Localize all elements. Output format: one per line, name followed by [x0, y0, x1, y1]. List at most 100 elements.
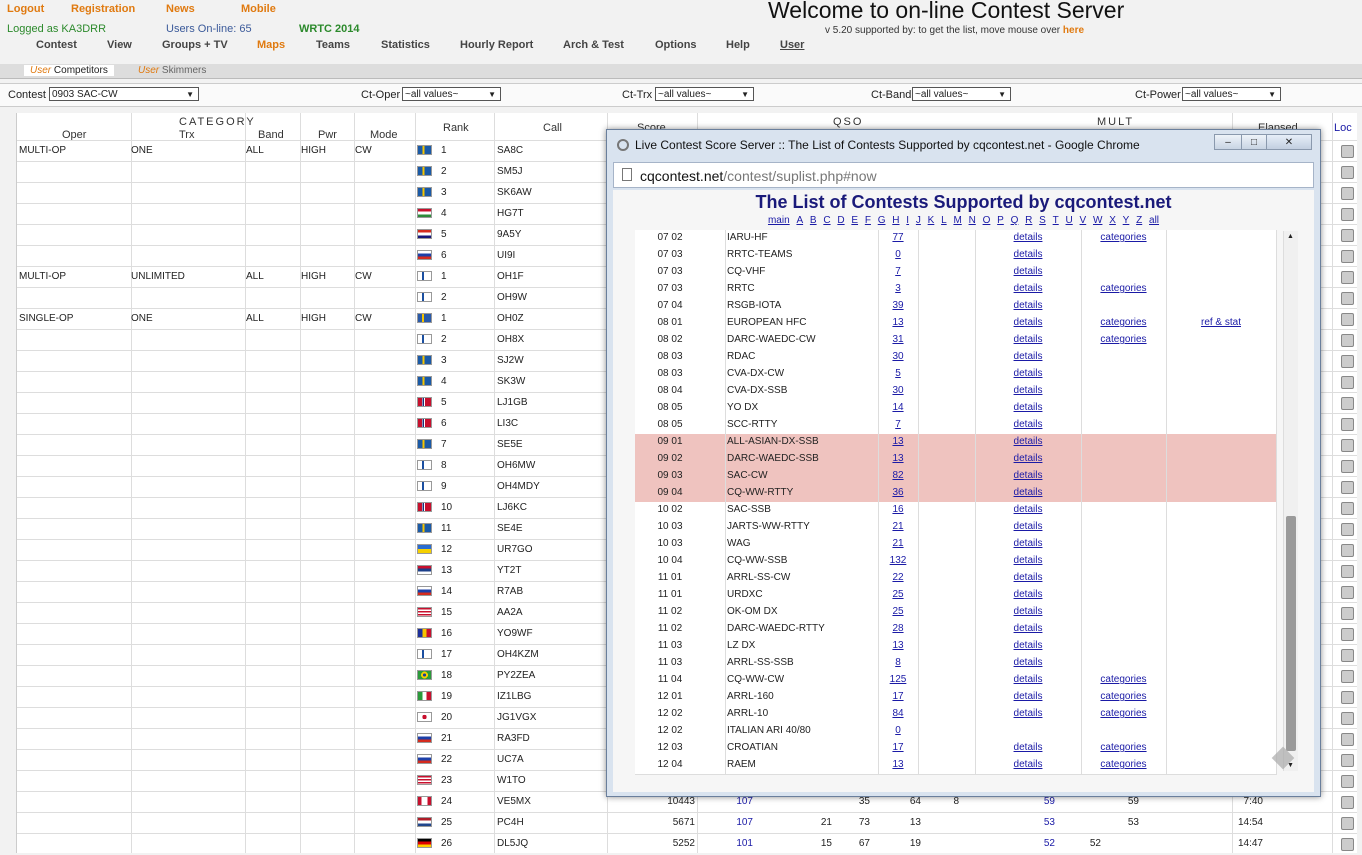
- minimize-button[interactable]: –: [1214, 134, 1242, 150]
- letter-link[interactable]: A: [796, 215, 804, 226]
- contest-count-link[interactable]: 25: [892, 606, 904, 617]
- letter-link[interactable]: B: [809, 215, 817, 226]
- locator-checkbox[interactable]: [1341, 292, 1354, 305]
- contest-count-link[interactable]: 17: [892, 742, 904, 753]
- locator-checkbox[interactable]: [1341, 712, 1354, 725]
- contest-cat-link[interactable]: categories: [1100, 334, 1147, 345]
- contest-details-link[interactable]: details: [1013, 300, 1043, 311]
- popup-scrollbar[interactable]: ▲ ▼: [1283, 231, 1298, 771]
- letter-link[interactable]: V: [1079, 215, 1087, 226]
- menu-contest[interactable]: Contest: [36, 39, 77, 51]
- tab-skimmers[interactable]: User Skimmers: [132, 65, 212, 76]
- locator-checkbox[interactable]: [1341, 628, 1354, 641]
- menu-hourly-report[interactable]: Hourly Report: [460, 39, 534, 51]
- contest-count-link[interactable]: 0: [895, 725, 901, 736]
- contest-count-link[interactable]: 36: [892, 487, 904, 498]
- letter-link[interactable]: R: [1025, 215, 1033, 226]
- contest-details-link[interactable]: details: [1013, 266, 1043, 277]
- contest-count-link[interactable]: 14: [892, 402, 904, 413]
- menu-statistics[interactable]: Statistics: [381, 39, 430, 51]
- contest-cat-link[interactable]: categories: [1100, 232, 1147, 243]
- contest-count-link[interactable]: 13: [892, 436, 904, 447]
- locator-checkbox[interactable]: [1341, 586, 1354, 599]
- menu-teams[interactable]: Teams: [316, 39, 351, 51]
- locator-checkbox[interactable]: [1341, 229, 1354, 242]
- contest-cat-link[interactable]: categories: [1100, 708, 1147, 719]
- menu-view[interactable]: View: [107, 39, 132, 51]
- contest-details-link[interactable]: details: [1013, 572, 1043, 583]
- close-button[interactable]: ✕: [1266, 134, 1312, 150]
- letter-link[interactable]: N: [968, 215, 976, 226]
- menu-user[interactable]: User: [780, 39, 805, 51]
- contest-count-link[interactable]: 13: [892, 759, 904, 770]
- locator-checkbox[interactable]: [1341, 544, 1354, 557]
- contest-cat-link[interactable]: categories: [1100, 317, 1147, 328]
- contest-details-link[interactable]: details: [1013, 368, 1043, 379]
- contest-details-link[interactable]: details: [1013, 657, 1043, 668]
- locator-checkbox[interactable]: [1341, 733, 1354, 746]
- maximize-button[interactable]: □: [1241, 134, 1267, 150]
- contest-count-link[interactable]: 7: [895, 266, 901, 277]
- contest-count-link[interactable]: 13: [892, 453, 904, 464]
- contest-count-link[interactable]: 84: [892, 708, 904, 719]
- locator-checkbox[interactable]: [1341, 775, 1354, 788]
- contest-details-link[interactable]: details: [1013, 351, 1043, 362]
- contest-cat-link[interactable]: categories: [1100, 742, 1147, 753]
- letter-link[interactable]: main: [767, 215, 790, 226]
- contest-details-link[interactable]: details: [1013, 759, 1043, 770]
- locator-checkbox[interactable]: [1341, 208, 1354, 221]
- letter-link[interactable]: Y: [1122, 215, 1130, 226]
- menu-maps[interactable]: Maps: [257, 39, 286, 51]
- locator-checkbox[interactable]: [1341, 565, 1354, 578]
- contest-details-link[interactable]: details: [1013, 283, 1043, 294]
- letter-link[interactable]: O: [982, 215, 991, 226]
- locator-checkbox[interactable]: [1341, 502, 1354, 515]
- contest-count-link[interactable]: 3: [895, 283, 901, 294]
- contest-count-link[interactable]: 132: [889, 555, 907, 566]
- contest-count-link[interactable]: 0: [895, 249, 901, 260]
- letter-link[interactable]: D: [837, 215, 845, 226]
- letter-link[interactable]: F: [864, 215, 871, 226]
- band-select[interactable]: ~all values~ ▼: [912, 87, 1011, 101]
- letter-link[interactable]: E: [851, 215, 859, 226]
- contest-details-link[interactable]: details: [1013, 402, 1043, 413]
- contest-count-link[interactable]: 8: [895, 657, 901, 668]
- contest-details-link[interactable]: details: [1013, 640, 1043, 651]
- tab-competitors[interactable]: User Competitors: [24, 65, 114, 76]
- contest-cat-link[interactable]: categories: [1100, 759, 1147, 770]
- letter-link[interactable]: X: [1109, 215, 1116, 226]
- contest-count-link[interactable]: 30: [892, 385, 904, 396]
- contest-cat-link[interactable]: categories: [1100, 283, 1147, 294]
- locator-checkbox[interactable]: [1341, 418, 1354, 431]
- news-link[interactable]: News: [166, 3, 195, 15]
- letter-link[interactable]: U: [1065, 215, 1073, 226]
- letter-link[interactable]: T: [1052, 215, 1059, 226]
- contest-details-link[interactable]: details: [1013, 334, 1043, 345]
- letter-link[interactable]: S: [1039, 215, 1046, 226]
- letter-link[interactable]: P: [997, 215, 1004, 226]
- locator-checkbox[interactable]: [1341, 355, 1354, 368]
- mobile-link[interactable]: Mobile: [241, 3, 276, 15]
- contest-details-link[interactable]: details: [1013, 317, 1043, 328]
- locator-checkbox[interactable]: [1341, 649, 1354, 662]
- letter-link[interactable]: M: [953, 215, 962, 226]
- locator-checkbox[interactable]: [1341, 439, 1354, 452]
- contest-details-link[interactable]: details: [1013, 623, 1043, 634]
- contest-count-link[interactable]: 13: [892, 317, 904, 328]
- loc-header[interactable]: Loc: [1334, 122, 1352, 134]
- locator-checkbox[interactable]: [1341, 481, 1354, 494]
- contest-details-link[interactable]: details: [1013, 470, 1043, 481]
- contest-count-link[interactable]: 31: [892, 334, 904, 345]
- contest-ref-link[interactable]: ref & stat: [1200, 317, 1241, 328]
- contest-count-link[interactable]: 82: [892, 470, 904, 481]
- menu-help[interactable]: Help: [726, 39, 750, 51]
- contest-count-link[interactable]: 17: [892, 691, 904, 702]
- locator-checkbox[interactable]: [1341, 607, 1354, 620]
- scroll-up-icon[interactable]: ▲: [1287, 233, 1294, 240]
- locator-checkbox[interactable]: [1341, 313, 1354, 326]
- contest-count-link[interactable]: 125: [889, 674, 907, 685]
- menu-arch-test[interactable]: Arch & Test: [563, 39, 624, 51]
- locator-checkbox[interactable]: [1341, 271, 1354, 284]
- contest-details-link[interactable]: details: [1013, 521, 1043, 532]
- letter-link[interactable]: G: [877, 215, 886, 226]
